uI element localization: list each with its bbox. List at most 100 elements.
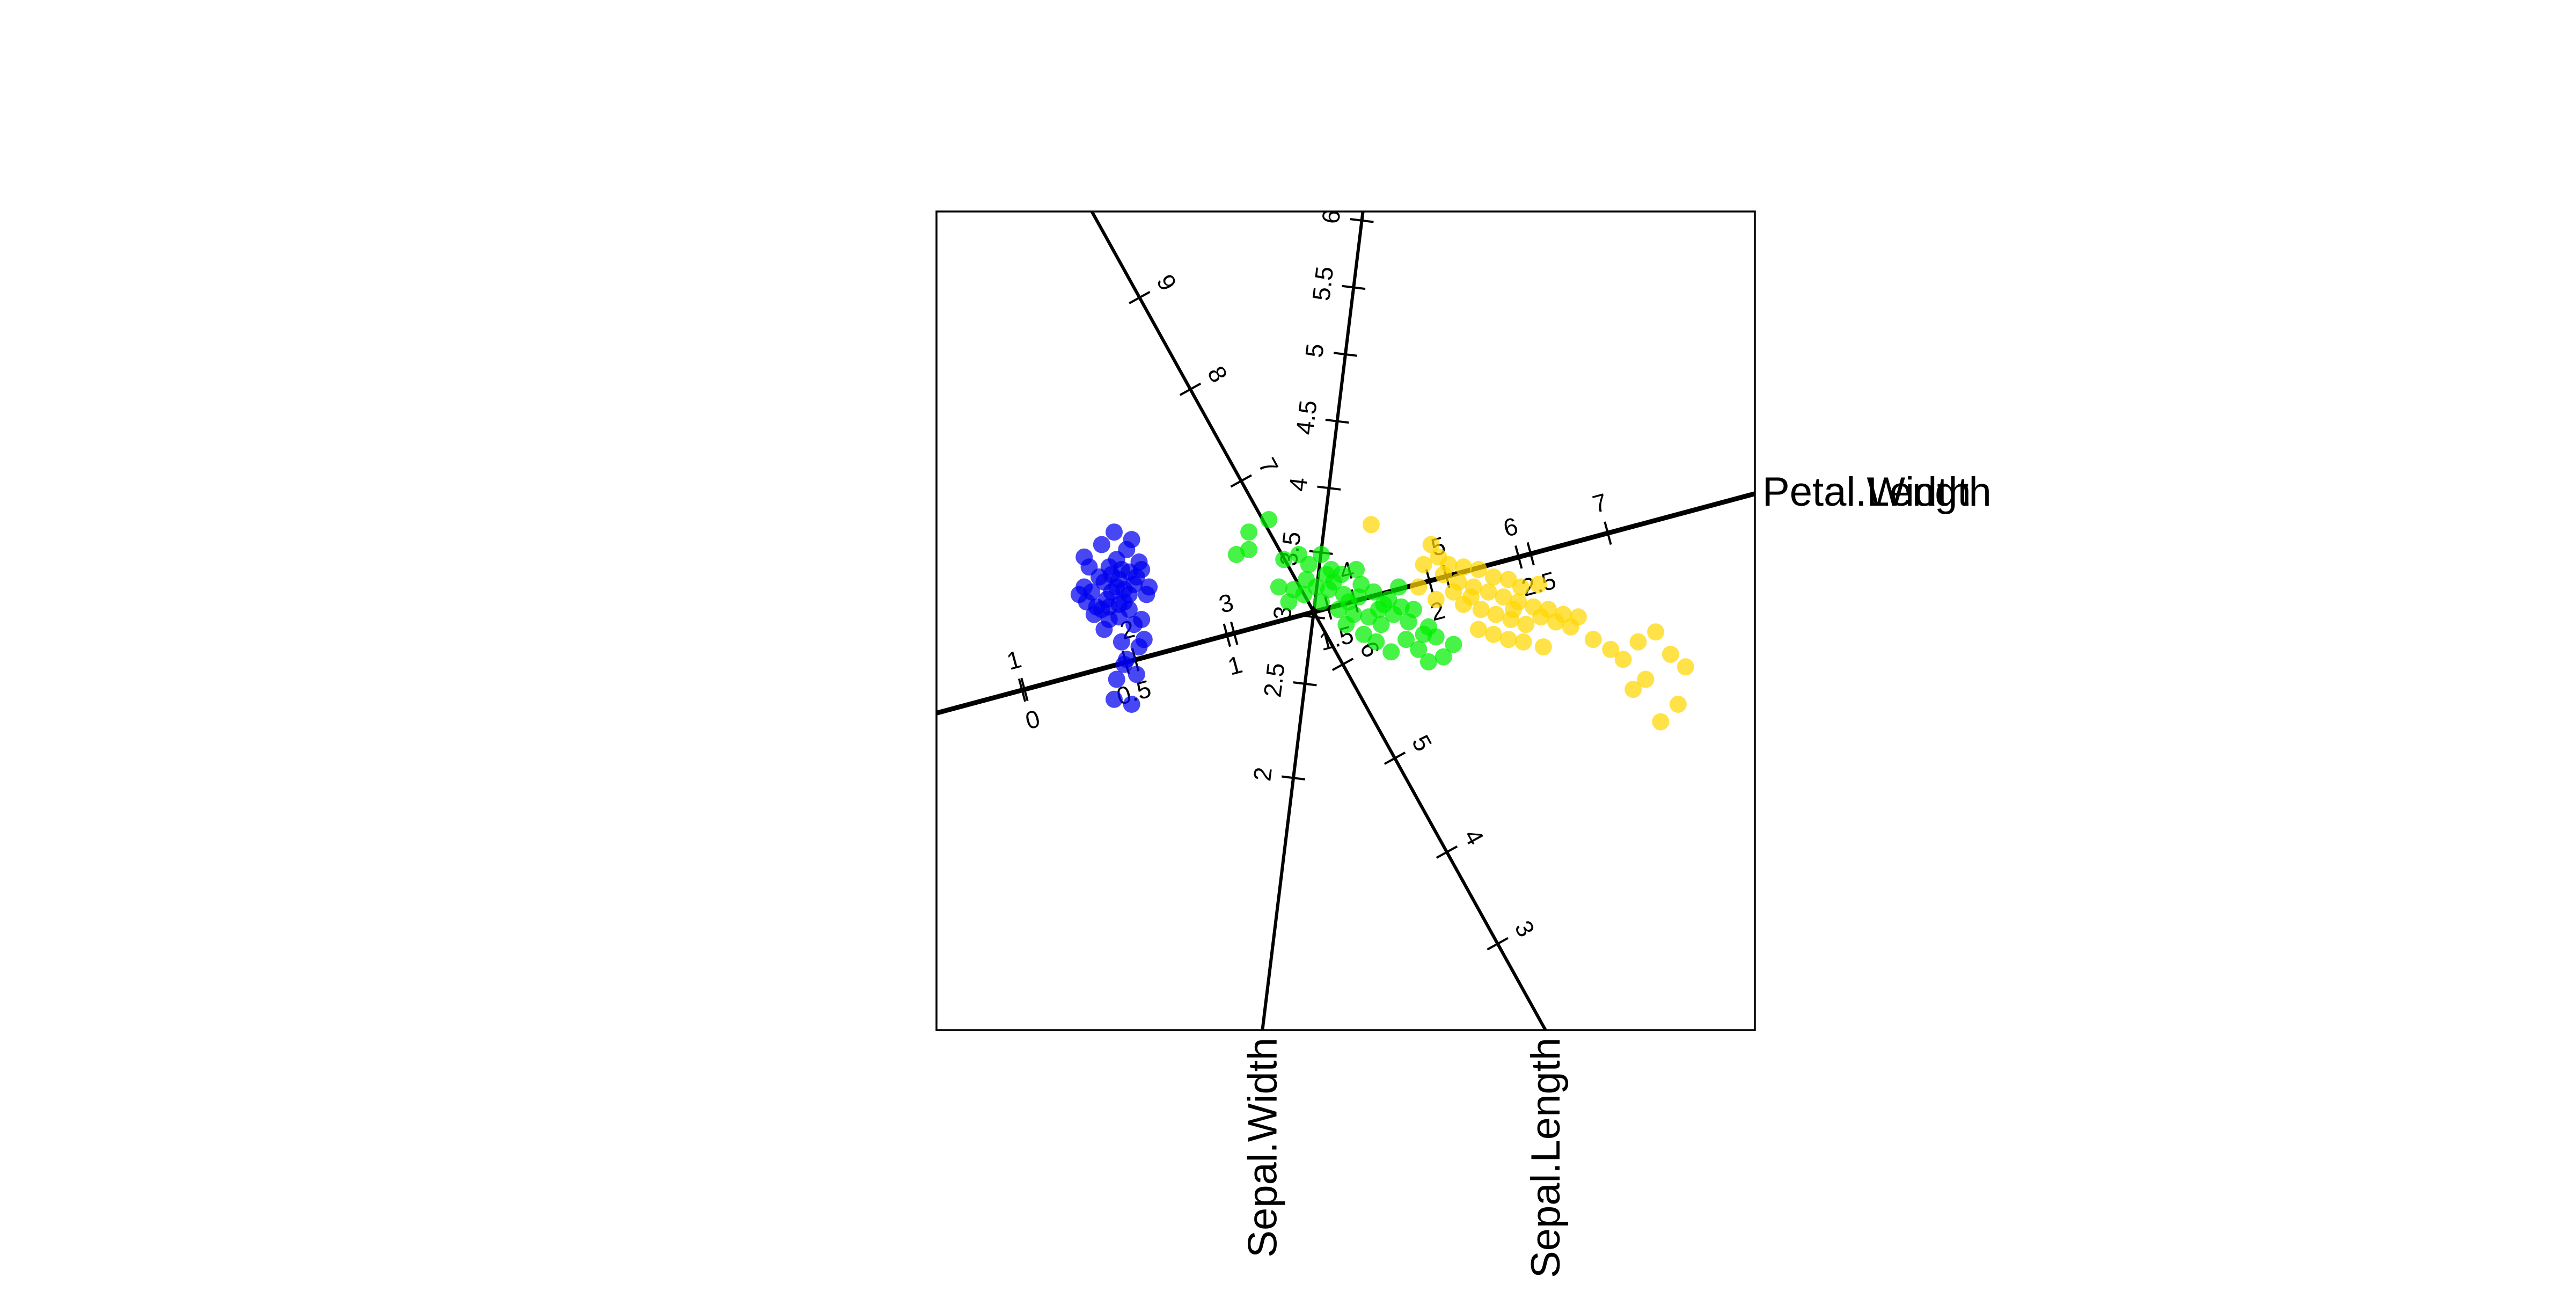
sepal-length-tick-label: 7 (1253, 453, 1284, 479)
sepal-width-tick (1333, 352, 1358, 357)
sepal-length-tick (1331, 658, 1354, 672)
data-point-series-3 (1547, 613, 1565, 631)
data-point-series-1 (1106, 690, 1123, 708)
data-point-series-3 (1652, 713, 1670, 731)
sepal-length-tick (1436, 845, 1458, 859)
petal-length-tick-label: 7 (1590, 488, 1610, 519)
petal-length-tick-label: 3 (1216, 588, 1236, 618)
data-point-series-1 (1075, 548, 1093, 566)
data-point-series-3 (1499, 631, 1517, 648)
sepal-width-tick-label: 4.5 (1290, 399, 1322, 436)
data-point-series-3 (1487, 606, 1505, 623)
data-point-series-1 (1133, 561, 1151, 578)
data-point-series-1 (1140, 578, 1158, 596)
sepal-length-tick-label: 5 (1407, 731, 1438, 756)
data-point-series-1 (1083, 583, 1101, 601)
plot-frame (935, 210, 1756, 1031)
sepal-length-tick-label: 3 (1509, 916, 1540, 942)
data-point-series-3 (1669, 696, 1687, 713)
petal-length-tick (1018, 678, 1027, 702)
sepal-width-tick-label: 2.5 (1258, 661, 1290, 699)
sepal-width-tick (1350, 218, 1374, 223)
sepal-length-tick-label: 8 (1202, 361, 1233, 387)
petal-width-tick-label: 0 (1022, 704, 1043, 735)
points-layer (1070, 511, 1694, 731)
sepal-width-tick (1301, 614, 1325, 619)
sepal-length-axis-line (1090, 211, 1547, 1030)
data-point-series-3 (1614, 651, 1632, 668)
data-point-series-3 (1529, 575, 1547, 593)
data-point-series-2 (1275, 551, 1293, 568)
data-point-series-2 (1435, 648, 1452, 666)
data-point-series-1 (1113, 633, 1130, 651)
data-point-series-3 (1435, 566, 1452, 583)
data-point-series-3 (1517, 616, 1535, 633)
petal-width-tick (1526, 542, 1535, 566)
petal-width-tick (1425, 569, 1434, 593)
data-point-series-2 (1370, 601, 1387, 618)
data-point-series-2 (1337, 616, 1355, 633)
data-point-series-3 (1662, 646, 1679, 663)
data-point-series-3 (1472, 601, 1490, 618)
sepal-width-tick-label: 4 (1283, 476, 1313, 493)
sepal-length-tick (1384, 752, 1406, 765)
data-point-series-1 (1108, 670, 1125, 688)
sepal-length-tick (1487, 937, 1509, 951)
data-point-series-2 (1372, 616, 1390, 633)
sepal-width-tick (1325, 418, 1349, 424)
sepal-length-axis-name: Sepal.Length (1523, 1038, 1569, 1278)
data-point-series-2 (1312, 546, 1330, 563)
data-point-series-3 (1624, 681, 1642, 698)
data-point-series-3 (1445, 583, 1462, 601)
data-point-series-3 (1427, 590, 1445, 608)
data-point-series-3 (1677, 658, 1694, 676)
data-point-series-2 (1312, 593, 1330, 611)
data-point-series-2 (1352, 575, 1370, 593)
data-point-series-2 (1415, 625, 1432, 643)
data-point-series-1 (1123, 531, 1140, 549)
data-point-series-2 (1318, 566, 1335, 583)
petal-length-axis-name: Petal.Length (1762, 469, 1992, 515)
data-point-series-1 (1106, 523, 1123, 541)
data-point-series-2 (1348, 561, 1365, 578)
data-point-series-3 (1495, 588, 1512, 606)
sepal-width-tick (1317, 485, 1341, 491)
data-point-series-3 (1569, 608, 1587, 626)
data-point-series-2 (1270, 578, 1287, 596)
data-point-series-1 (1135, 631, 1153, 648)
sepal-width-axis-line (1261, 211, 1365, 1030)
data-point-series-2 (1240, 541, 1258, 558)
data-point-series-3 (1415, 556, 1432, 573)
data-point-series-3 (1462, 588, 1480, 606)
sepal-width-axis-name: Sepal.Width (1240, 1038, 1285, 1258)
data-point-series-1 (1115, 655, 1133, 673)
data-point-series-2 (1367, 633, 1385, 651)
data-point-series-3 (1499, 571, 1517, 588)
data-point-series-2 (1410, 640, 1428, 658)
data-point-series-3 (1422, 536, 1440, 553)
data-point-series-2 (1390, 578, 1408, 596)
sepal-width-tick (1293, 681, 1317, 687)
data-point-series-3 (1534, 638, 1552, 656)
data-point-series-1 (1120, 586, 1138, 603)
sepal-length-tick (1129, 290, 1151, 304)
data-point-series-1 (1133, 611, 1151, 628)
data-point-series-2 (1382, 643, 1400, 661)
sepal-width-tick (1342, 285, 1366, 290)
data-point-series-3 (1484, 625, 1502, 643)
data-point-series-3 (1410, 578, 1428, 596)
sepal-length-tick-label: 4 (1459, 824, 1490, 850)
petal-length-tick-label: 1 (1004, 645, 1024, 675)
petal-width-tick (1223, 623, 1231, 647)
petal-width-axis-name: Petal.Width (1762, 469, 1971, 515)
data-point-series-2 (1419, 653, 1437, 670)
data-point-series-2 (1295, 586, 1313, 603)
sepal-width-tick-label: 5.5 (1307, 265, 1338, 302)
data-point-series-3 (1512, 578, 1529, 596)
data-point-series-3 (1602, 640, 1620, 658)
data-point-series-2 (1445, 636, 1462, 653)
data-point-series-3 (1514, 633, 1532, 651)
